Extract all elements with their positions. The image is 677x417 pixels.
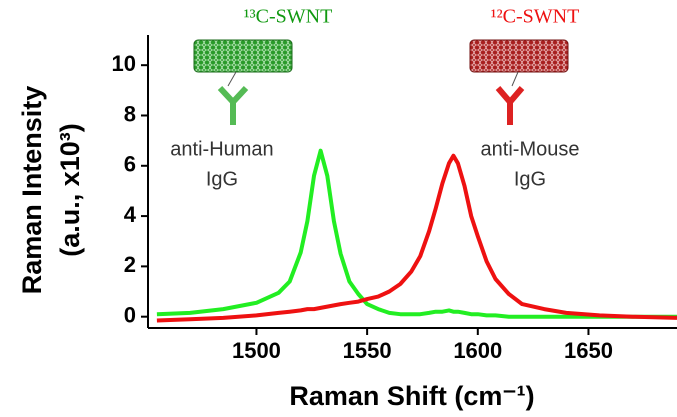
y-tick-label: 10: [112, 51, 136, 76]
x-tick-label: 1600: [453, 338, 502, 363]
y-axis-label: (a.u., x10³): [55, 123, 85, 257]
series-line: [156, 148, 677, 319]
y-tick-label: 6: [124, 152, 136, 177]
y-tick-label: 0: [124, 302, 136, 327]
y-tick-label: 4: [124, 202, 137, 227]
x-tick-label: 1550: [343, 338, 392, 363]
annotation: ¹²C-SWNT: [491, 6, 580, 28]
red-nanotube: [469, 39, 569, 125]
series-line: [156, 153, 677, 323]
annotation: anti-Human: [170, 138, 273, 160]
x-tick-label: 1650: [564, 338, 613, 363]
annotation: ¹³C-SWNT: [244, 6, 333, 28]
green-nanotube: [193, 39, 293, 125]
x-tick-label: 1500: [232, 338, 281, 363]
annotation: anti-Mouse: [481, 138, 580, 160]
annotation: IgG: [206, 168, 238, 190]
annotation: IgG: [514, 168, 546, 190]
y-axis-label: Raman Intensity: [17, 86, 47, 295]
y-tick-label: 2: [124, 252, 136, 277]
x-axis-label: Raman Shift (cm⁻¹): [289, 381, 534, 411]
y-tick-label: 8: [124, 101, 136, 126]
